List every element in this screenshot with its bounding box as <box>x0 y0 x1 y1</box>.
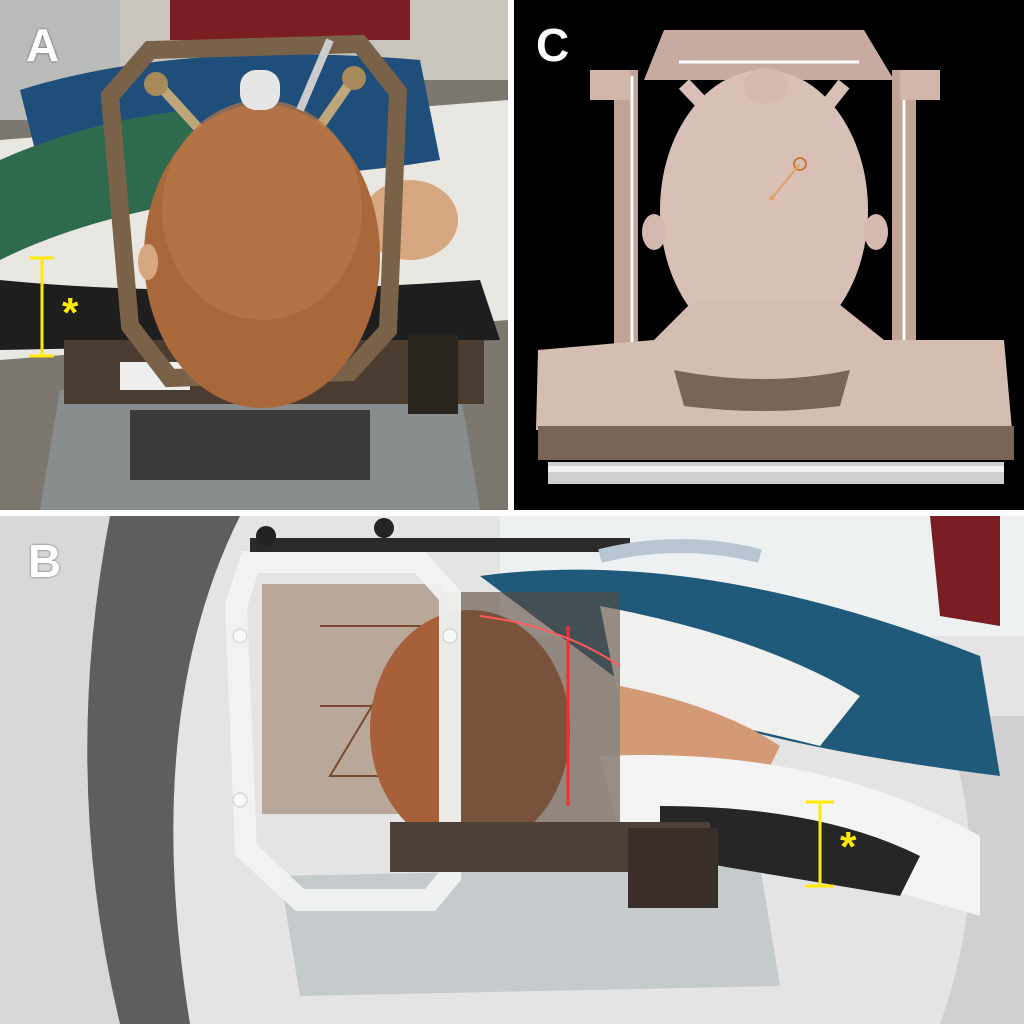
panel-label-a: A <box>26 19 60 71</box>
panel-a-photo <box>0 0 508 510</box>
panel-b-photo <box>0 516 1024 1024</box>
panel-c: C <box>514 0 1024 510</box>
panel-a: A * <box>0 0 508 510</box>
panel-label-b: B <box>28 535 62 587</box>
height-marker-asterisk-b: * <box>840 823 857 870</box>
panel-c-reconstruction <box>514 0 1024 510</box>
panel-label-c: C <box>536 19 570 71</box>
panel-b: B * <box>0 516 1024 1024</box>
height-marker-asterisk-a: * <box>62 289 79 336</box>
